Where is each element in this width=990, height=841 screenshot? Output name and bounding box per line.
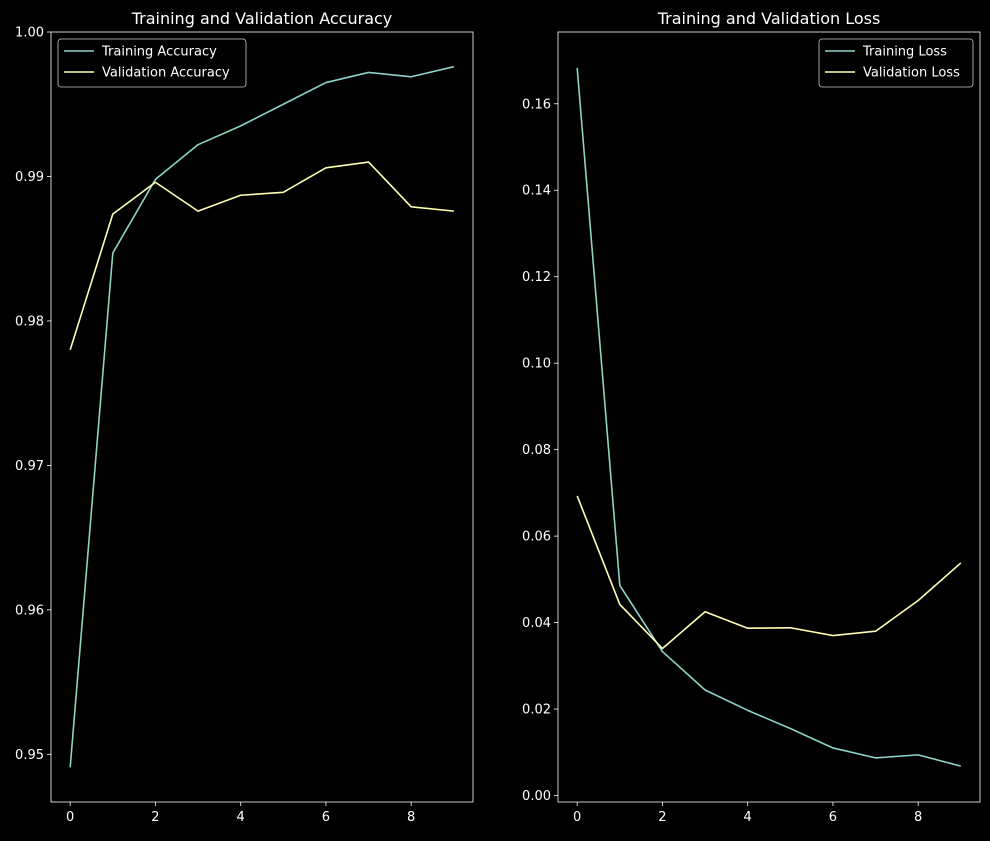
loss-legend-label-validation: Validation Loss <box>863 66 960 81</box>
loss-y-tick-label: 0.16 <box>522 97 551 112</box>
accuracy-x-tick-label: 6 <box>322 810 330 825</box>
loss-x-tick-label: 4 <box>744 810 752 825</box>
loss-y-tick-label: 0.10 <box>522 357 551 372</box>
accuracy-y-tick-label: 0.96 <box>15 603 44 618</box>
loss-x-tick-label: 6 <box>829 810 837 825</box>
accuracy-legend-box <box>57 38 247 88</box>
loss-y-tick-label: 0.00 <box>522 789 551 804</box>
accuracy-y-tick-label: 0.99 <box>15 170 44 185</box>
accuracy-series-line-training <box>69 65 455 768</box>
accuracy-y-tick-label: 1.00 <box>15 26 44 41</box>
loss-y-tick-label: 0.12 <box>522 270 551 285</box>
accuracy-y-tick-label: 0.97 <box>15 459 44 474</box>
loss-x-tick-label: 0 <box>573 810 581 825</box>
loss-legend-label-training: Training Loss <box>862 45 947 60</box>
accuracy-legend-label-validation: Validation Accuracy <box>102 66 230 81</box>
loss-chart-title: Training and Validation Loss <box>657 9 881 28</box>
accuracy-x-tick-label: 4 <box>237 810 245 825</box>
loss-x-tick-label: 2 <box>658 810 666 825</box>
loss-legend-box <box>818 38 974 88</box>
loss-axes-frame <box>557 31 981 803</box>
accuracy-axes-frame <box>50 31 474 803</box>
loss-series-line-validation <box>576 495 962 650</box>
loss-y-tick-label: 0.14 <box>522 184 551 199</box>
accuracy-y-tick-label: 0.95 <box>15 748 44 763</box>
accuracy-y-tick-label: 0.98 <box>15 314 44 329</box>
loss-y-tick-label: 0.02 <box>522 703 551 718</box>
loss-y-tick-label: 0.08 <box>522 443 551 458</box>
accuracy-x-tick-label: 8 <box>407 810 415 825</box>
accuracy-x-tick-label: 2 <box>151 810 159 825</box>
loss-series-line-training <box>576 67 962 767</box>
loss-x-tick-label: 8 <box>914 810 922 825</box>
accuracy-x-tick-label: 0 <box>66 810 74 825</box>
loss-y-tick-label: 0.04 <box>522 616 551 631</box>
loss-y-tick-label: 0.06 <box>522 530 551 545</box>
accuracy-legend-label-training: Training Accuracy <box>101 45 217 60</box>
accuracy-chart-title: Training and Validation Accuracy <box>131 9 393 28</box>
accuracy-series-line-validation <box>69 161 454 351</box>
